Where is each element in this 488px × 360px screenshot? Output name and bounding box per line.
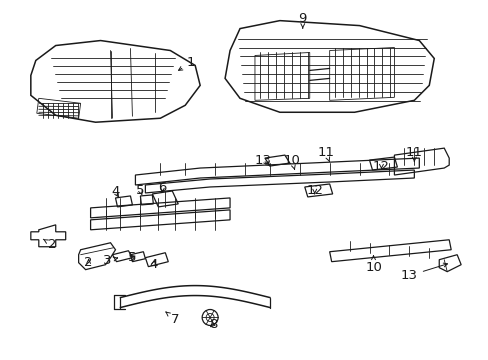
Text: 11: 11	[405, 145, 422, 162]
Text: 2: 2	[84, 256, 93, 269]
Text: 2: 2	[43, 238, 57, 251]
Text: 13: 13	[254, 154, 271, 167]
Text: 8: 8	[208, 318, 217, 331]
Text: 9: 9	[298, 12, 306, 28]
Text: 10: 10	[283, 154, 300, 170]
Text: 5: 5	[128, 251, 137, 264]
Text: 4: 4	[111, 185, 120, 198]
Text: 13: 13	[400, 263, 447, 282]
Text: 7: 7	[165, 312, 179, 326]
Text: 12: 12	[372, 159, 389, 172]
Text: 4: 4	[149, 258, 157, 271]
Text: 10: 10	[365, 255, 381, 274]
Text: 11: 11	[317, 145, 333, 162]
Text: 5: 5	[136, 184, 144, 197]
Text: 12: 12	[305, 184, 323, 197]
Text: 1: 1	[178, 56, 195, 70]
Text: 3: 3	[103, 254, 118, 267]
Text: 6: 6	[158, 181, 166, 194]
